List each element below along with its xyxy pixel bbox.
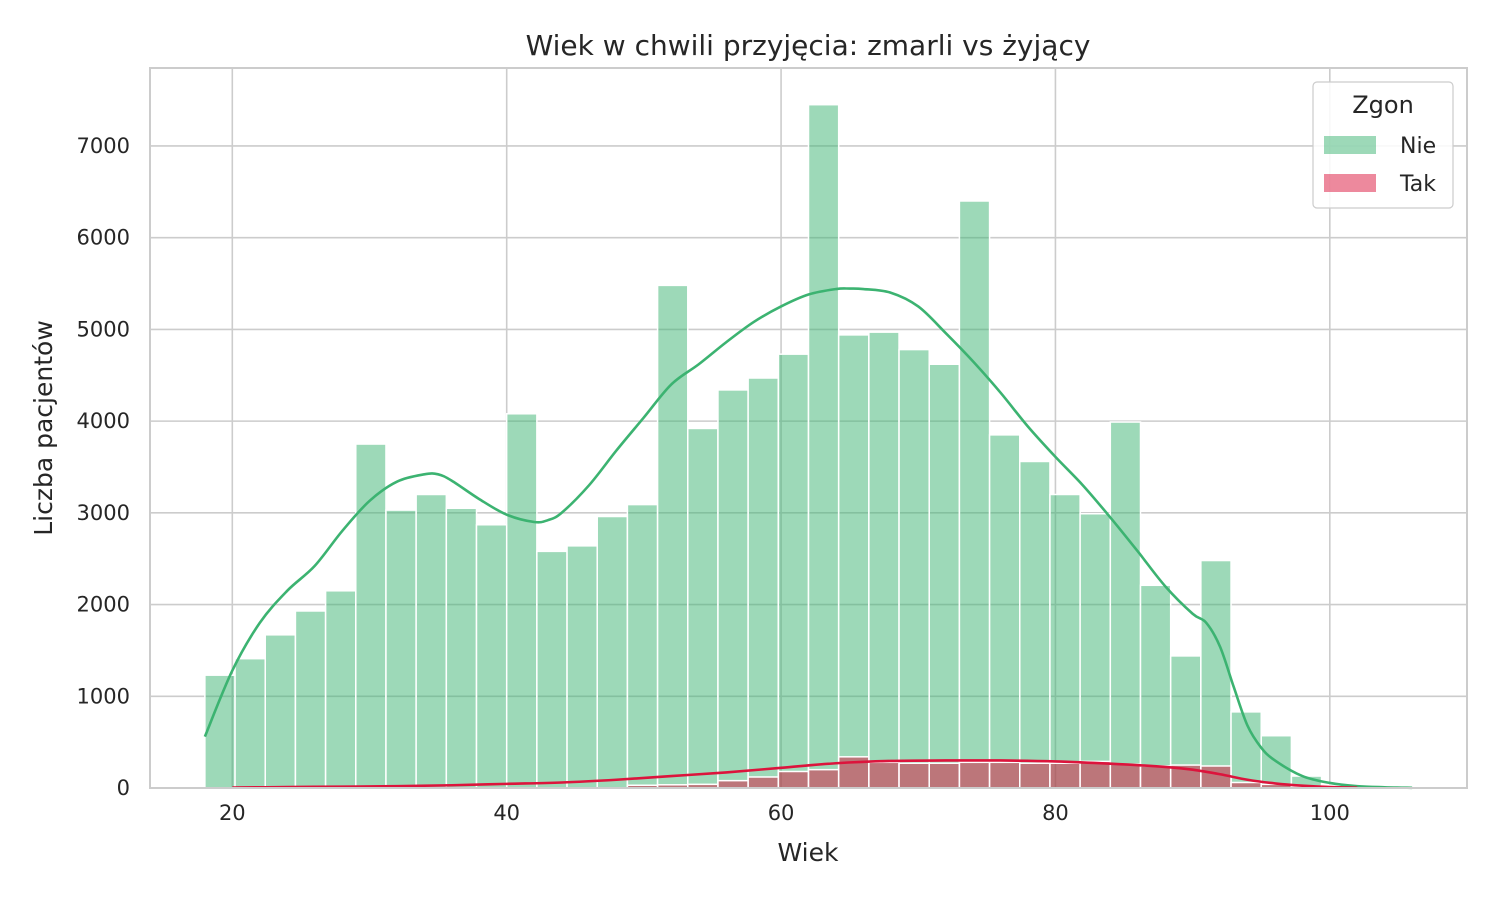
legend: Zgon Nie Tak <box>1312 81 1454 209</box>
kde-line-tak <box>232 759 1358 789</box>
bar-nie <box>445 507 478 789</box>
y-tick-label: 4000 <box>77 409 130 433</box>
legend-swatch-tak <box>1324 174 1376 192</box>
x-axis-label: Wiek <box>778 838 839 867</box>
bar-nie <box>656 284 689 789</box>
bar-tak <box>777 770 810 789</box>
bar-nie <box>1079 513 1112 789</box>
bar-tak <box>747 776 780 789</box>
bar-tak <box>928 762 961 789</box>
bar-nie <box>958 200 991 789</box>
bar-nie <box>868 331 900 789</box>
y-tick-label: 7000 <box>77 134 130 158</box>
bar-nie <box>355 443 387 789</box>
bar-nie <box>324 590 357 789</box>
bar-nie <box>687 427 719 789</box>
bar-tak <box>1049 762 1081 789</box>
series-tak-bars <box>626 756 1353 789</box>
legend-swatch-nie <box>1324 136 1376 154</box>
y-tick-label: 6000 <box>77 226 130 250</box>
bar-nie <box>747 377 780 789</box>
y-tick-label: 2000 <box>77 593 130 617</box>
chart-title: Wiek w chwili przyjęcia: zmarli vs żyjąc… <box>526 29 1091 62</box>
bar-nie <box>1049 493 1081 789</box>
bar-tak <box>1200 765 1232 789</box>
x-tick-label: 20 <box>219 801 246 825</box>
bar-nie <box>988 434 1021 789</box>
bar-nie <box>1200 559 1232 789</box>
plot-frame <box>149 67 1468 789</box>
bar-nie <box>777 353 810 789</box>
bar-nie <box>928 363 961 789</box>
bar-tak <box>1019 762 1051 789</box>
bar-tak <box>868 761 900 789</box>
legend-title: Zgon <box>1352 91 1414 119</box>
y-tick-label: 5000 <box>77 317 130 341</box>
bar-nie <box>807 103 840 789</box>
bar-tak <box>717 779 749 789</box>
legend-label-tak: Tak <box>1399 172 1436 197</box>
x-tick-label: 40 <box>493 801 520 825</box>
bar-tak <box>1139 765 1172 789</box>
bar-nie <box>837 334 870 789</box>
bar-nie <box>234 657 266 789</box>
series-nie-bars <box>204 103 1413 789</box>
x-tick-label: 100 <box>1310 801 1350 825</box>
bar-nie <box>566 545 598 789</box>
bar-tak <box>958 761 991 789</box>
bar-nie <box>505 413 538 789</box>
bar-nie <box>294 610 327 789</box>
bar-tak <box>898 762 930 789</box>
x-tick-label: 80 <box>1042 801 1069 825</box>
bar-nie <box>385 509 417 789</box>
bar-nie <box>264 634 297 789</box>
bar-nie <box>204 674 236 789</box>
bar-nie <box>898 348 930 789</box>
bar-nie <box>626 503 659 789</box>
legend-label-nie: Nie <box>1400 134 1436 159</box>
bar-tak <box>1109 763 1142 789</box>
bar-nie <box>1019 460 1051 789</box>
bar-nie <box>1139 584 1172 789</box>
y-tick-label: 0 <box>117 776 130 800</box>
plot-border <box>149 67 1468 789</box>
bar-tak <box>807 768 840 789</box>
bar-nie <box>536 550 568 789</box>
y-tick-label: 1000 <box>77 684 130 708</box>
y-tick-label: 3000 <box>77 501 130 525</box>
y-axis-label: Liczba pacjentów <box>29 320 58 536</box>
bar-tak <box>988 761 1021 789</box>
kde-layer <box>203 287 1413 790</box>
bar-nie <box>717 389 749 789</box>
bar-nie <box>415 493 448 789</box>
bar-tak <box>1079 760 1112 789</box>
kde-line-nie <box>203 287 1413 790</box>
bar-nie <box>596 515 629 789</box>
x-tick-label: 60 <box>768 801 795 825</box>
bar-nie <box>475 524 508 789</box>
bar-nie <box>1109 421 1142 789</box>
